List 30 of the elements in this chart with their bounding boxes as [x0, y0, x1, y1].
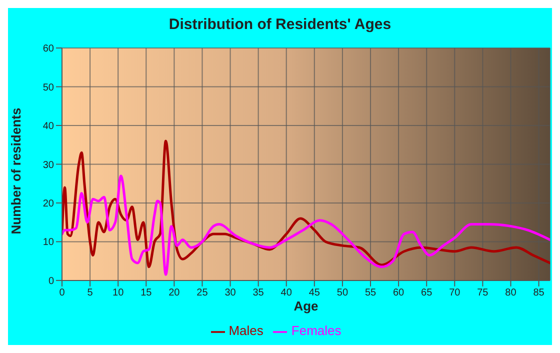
y-tick-label: 20 [42, 198, 54, 210]
x-tick-label: 25 [196, 288, 208, 299]
y-tick-label: 30 [42, 160, 54, 171]
x-tick-label: 80 [505, 288, 517, 299]
legend-label: Males [228, 323, 264, 338]
x-tick-label: 70 [449, 288, 461, 299]
y-tick-label: 10 [42, 237, 54, 248]
y-tick-label: 40 [42, 121, 54, 132]
y-tick-label: 60 [42, 44, 54, 55]
x-tick-label: 65 [421, 288, 433, 299]
x-tick-label: 35 [252, 288, 264, 299]
y-axis-title: Number of residents [8, 108, 24, 234]
x-tick-label: 40 [280, 288, 292, 299]
x-tick-label: 10 [112, 288, 124, 299]
x-tick-label: 0 [59, 288, 66, 299]
x-tick-label: 45 [308, 288, 320, 299]
x-tick-label: 15 [140, 288, 152, 299]
x-tick-label: 75 [477, 288, 489, 299]
y-tick-label: 50 [42, 82, 54, 94]
x-tick-label: 60 [392, 288, 405, 299]
y-tick-label: 0 [48, 276, 54, 287]
x-tick-label: 55 [364, 288, 377, 299]
x-tick-label: 85 [533, 288, 545, 299]
x-tick-label: 20 [168, 288, 180, 299]
x-axis-title: Age [294, 298, 318, 314]
legend-label: Females [291, 323, 342, 338]
x-tick-label: 30 [224, 288, 236, 299]
x-tick-label: 5 [87, 288, 94, 299]
x-tick-label: 50 [336, 288, 348, 299]
chart-title: Distribution of Residents' Ages [168, 16, 392, 33]
